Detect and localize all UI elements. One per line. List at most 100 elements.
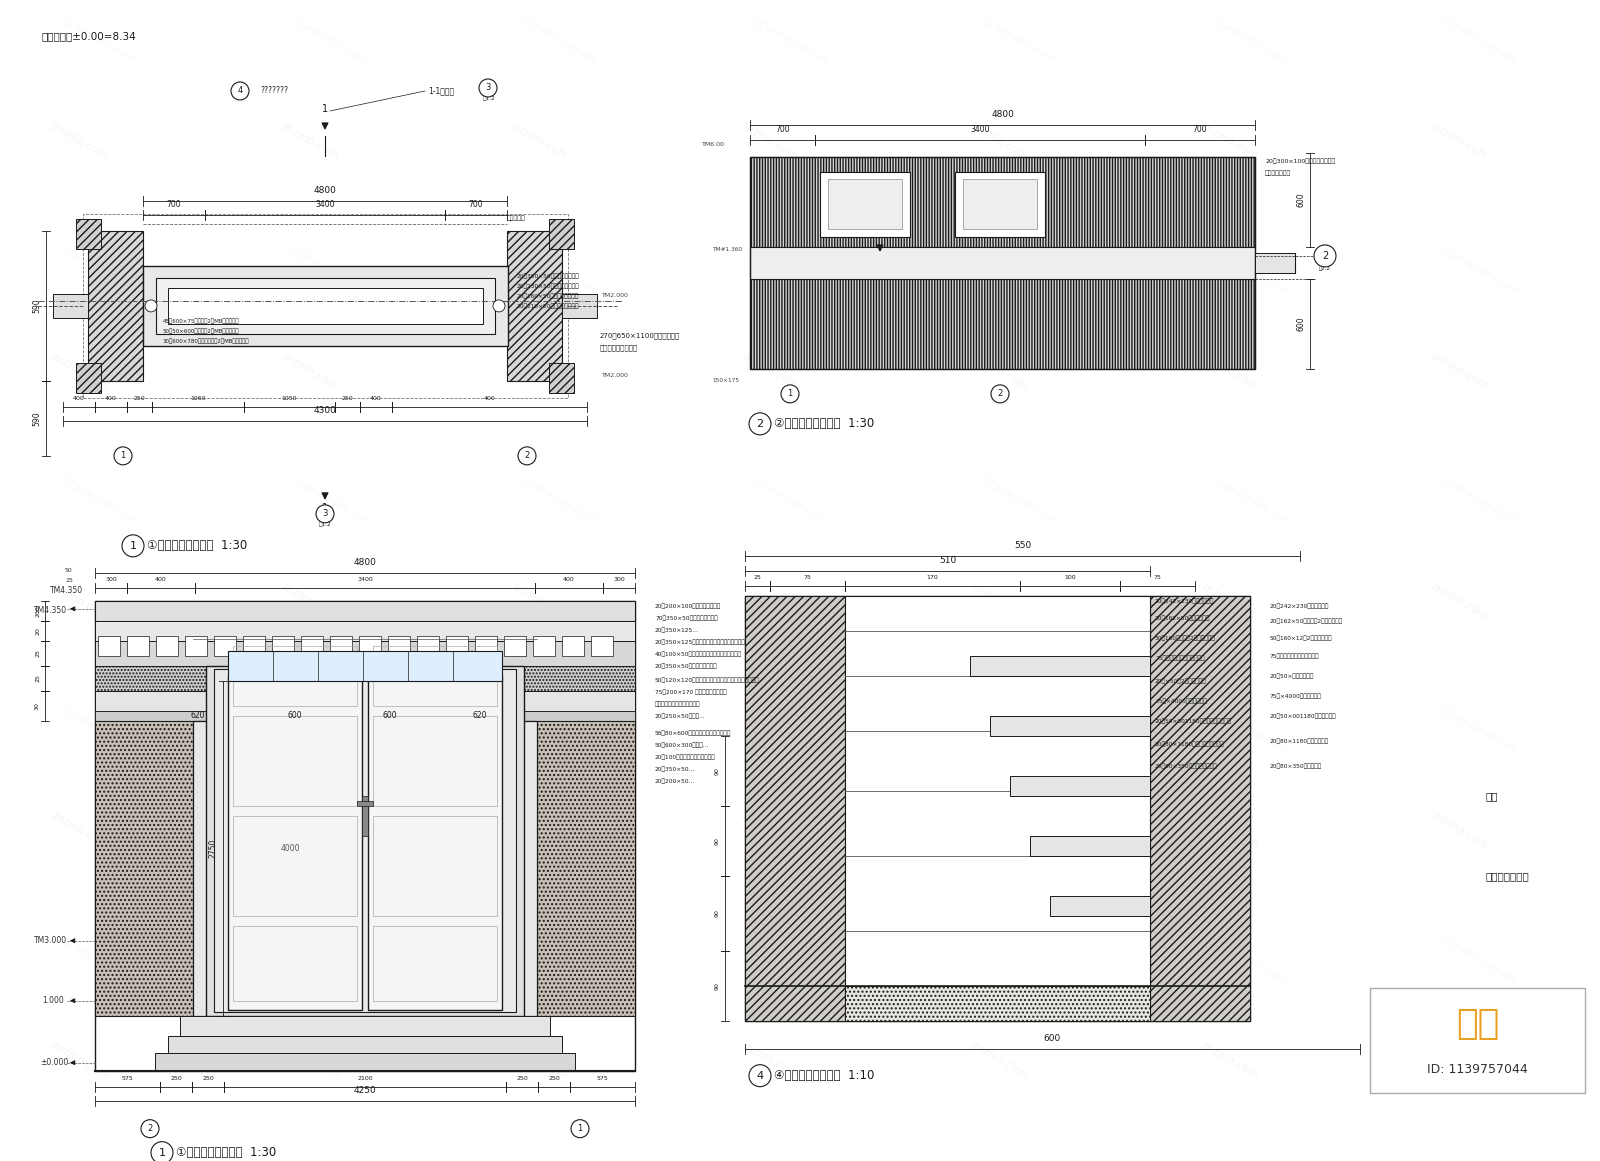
Text: 25: 25 [754,575,762,579]
Bar [94,691,635,711]
Text: TM4.350: TM4.350 [34,606,67,615]
Text: 590: 590 [32,411,42,426]
Text: 75厚汉白玉线条（锚钢固定）: 75厚汉白玉线条（锚钢固定） [1270,652,1320,658]
Bar [195,721,534,1016]
Text: 20厚80×350深灰色火山岩贴面: 20厚80×350深灰色火山岩贴面 [1155,763,1218,769]
Text: 30厚600×780汉白玉台柱（2枚MB锚钢固定）: 30厚600×780汉白玉台柱（2枚MB锚钢固定） [163,338,250,344]
Circle shape [122,535,144,557]
Text: TM6.00: TM6.00 [702,143,725,147]
Bar [214,669,515,1011]
Text: 知末网www.znzmo.com: 知末网www.znzmo.com [1442,706,1518,756]
Text: 3400: 3400 [315,200,334,209]
Text: 知末网www.znzmo.com: 知末网www.znzmo.com [522,16,598,66]
Text: 知末网www.znzmo.com: 知末网www.znzmo.com [750,16,829,66]
Text: znzmo.com: znzmo.com [739,121,800,161]
Text: 100: 100 [1064,575,1075,579]
Text: 250: 250 [170,1076,182,1081]
Text: 知末网www.znzmo.com: 知末网www.znzmo.com [291,476,370,526]
Circle shape [230,82,250,100]
Bar [358,636,381,656]
Text: 590: 590 [32,298,42,313]
Bar [373,646,498,706]
Text: 由专业厂家二次设计: 由专业厂家二次设计 [600,345,638,352]
Text: 75: 75 [803,575,811,579]
Text: znzmo.com: znzmo.com [1200,580,1261,621]
Bar [368,675,502,1010]
Bar [94,641,635,665]
Bar [330,636,352,656]
Text: 2: 2 [1322,251,1328,261]
Text: 知末网www.znzmo.com: 知末网www.znzmo.com [750,246,829,296]
Text: 700: 700 [774,125,790,134]
Circle shape [114,447,131,464]
Bar [549,219,574,248]
Text: 4: 4 [757,1070,763,1081]
Text: 知末网www.znzmo.com: 知末网www.znzmo.com [1442,16,1518,66]
Text: 知末网www.znzmo.com: 知末网www.znzmo.com [61,706,139,756]
Text: ①特色门头底平面图  1:30: ①特色门头底平面图 1:30 [147,540,248,553]
Text: 知末网www.znzmo.com: 知末网www.znzmo.com [750,936,829,986]
Text: 知末网www.znzmo.com: 知末网www.znzmo.com [981,706,1059,756]
Text: 20厚350×50深灰色火山岩贴面: 20厚350×50深灰色火山岩贴面 [654,663,718,669]
Bar [373,716,498,806]
Text: 知末网www.znzmo.com: 知末网www.znzmo.com [1211,706,1290,756]
Text: 知末: 知末 [1456,1008,1499,1041]
Text: 700: 700 [166,200,181,209]
Bar [53,294,88,318]
Text: znzmo.com: znzmo.com [1430,580,1490,621]
Text: 70厚350×50深灰色火山岩贴面: 70厚350×50深灰色火山岩贴面 [654,615,718,621]
Bar [83,214,568,398]
Bar [157,277,494,334]
Text: 知末网www.znzmo.com: 知末网www.znzmo.com [522,936,598,986]
Bar [94,721,195,1016]
Text: 20厚200×50...: 20厚200×50... [654,778,696,784]
Text: ①特色门头背立面图  1:30: ①特色门头背立面图 1:30 [176,1146,277,1159]
Text: 注：本图内±0.00=8.34: 注：本图内±0.00=8.34 [42,31,136,41]
Bar [504,636,526,656]
Text: 4800: 4800 [354,557,376,567]
Text: 4000: 4000 [280,844,299,853]
Text: 知末网www.znzmo.com: 知末网www.znzmo.com [1442,936,1518,986]
Text: 1: 1 [578,1124,582,1133]
Text: znzmo.com: znzmo.com [50,351,110,391]
Text: 知末网www.znzmo.com: 知末网www.znzmo.com [522,246,598,296]
Text: 图1.2: 图1.2 [318,521,331,527]
Bar [373,816,498,916]
Text: 150×175: 150×175 [712,378,739,383]
Text: 1: 1 [130,541,136,550]
Bar [746,596,1250,1021]
Text: 575: 575 [597,1076,608,1081]
Bar [387,636,410,656]
Bar [1010,776,1150,795]
Circle shape [990,385,1010,403]
Text: znzmo.com: znzmo.com [970,810,1030,851]
Text: 550: 550 [1014,541,1030,550]
Bar [1050,896,1150,916]
Text: znzmo.com: znzmo.com [1430,351,1490,391]
Text: 后墙: 后墙 [1485,791,1498,801]
Text: 400: 400 [563,577,574,582]
Text: ②特色门头顶平面图  1:30: ②特色门头顶平面图 1:30 [774,417,874,431]
Bar [507,231,562,381]
Text: znzmo.com: znzmo.com [739,351,800,391]
Text: 20厚200×100深灰色火山岩贴面: 20厚200×100深灰色火山岩贴面 [654,603,722,608]
Text: 知末网www.znzmo.com: 知末网www.znzmo.com [1442,246,1518,296]
Text: 250: 250 [134,396,146,401]
Text: TM2.000: TM2.000 [602,374,629,378]
Text: 90: 90 [715,909,720,917]
Bar [94,601,635,1070]
Text: 20厚350×50...: 20厚350×50... [654,766,696,772]
Text: 50厚600×300汉白玉...: 50厚600×300汉白玉... [654,742,709,748]
Text: 1: 1 [787,389,792,398]
Text: 知末网www.znzmo.com: 知末网www.znzmo.com [981,936,1059,986]
Text: znzmo.com: znzmo.com [1430,1040,1490,1081]
Text: 250: 250 [517,1076,528,1081]
Text: 20厚230×50深灰色火山岩贴面: 20厚230×50深灰色火山岩贴面 [517,283,579,289]
Bar [562,636,584,656]
Text: 20: 20 [35,627,40,635]
Text: 4300: 4300 [314,406,336,414]
Circle shape [749,1065,771,1087]
Text: znzmo.com: znzmo.com [1430,810,1490,851]
Text: TM#1.360: TM#1.360 [712,247,742,252]
Bar [534,721,635,1016]
